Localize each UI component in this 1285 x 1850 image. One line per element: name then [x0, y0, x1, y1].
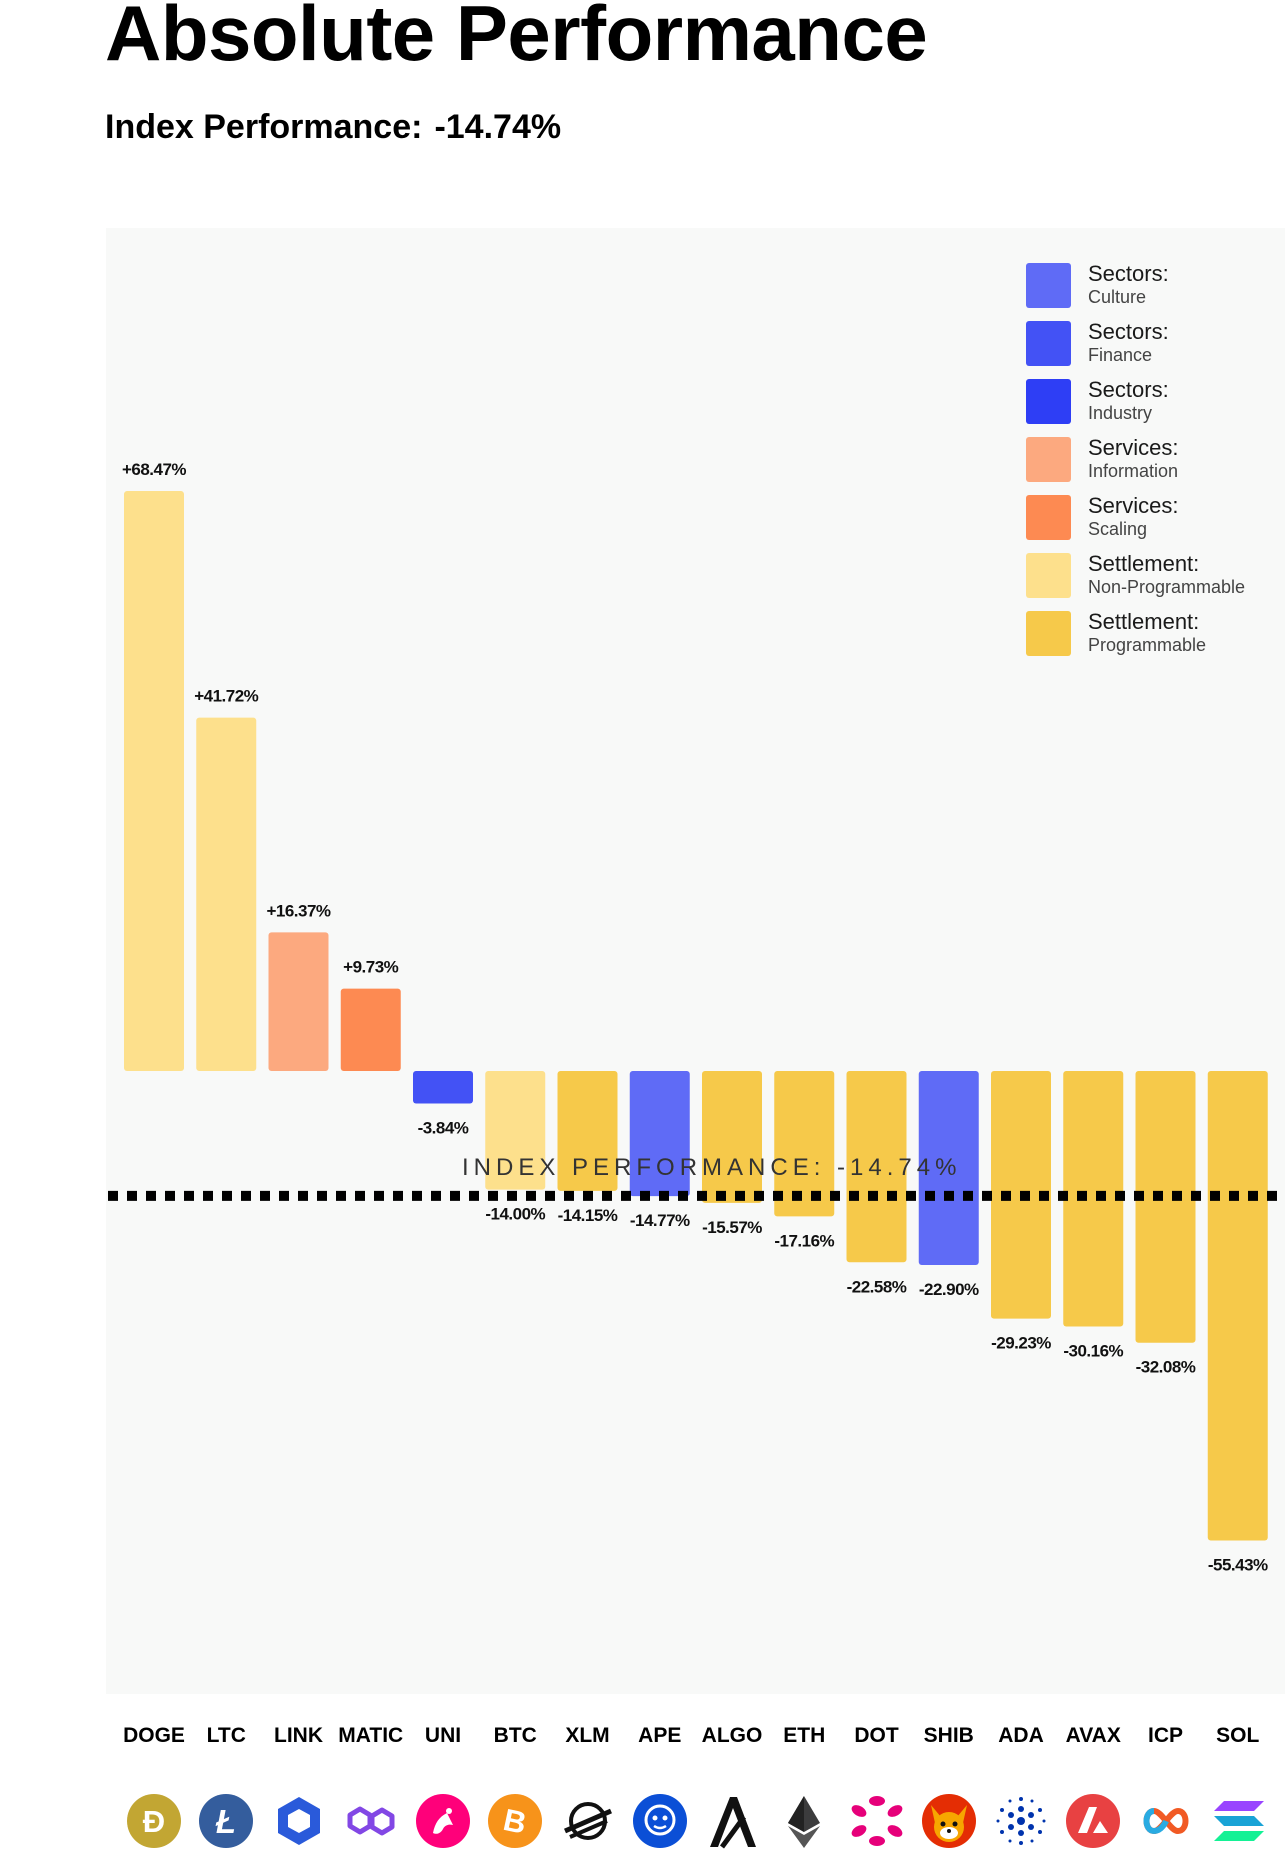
data-label-link: +16.37% [266, 901, 330, 920]
internet-computer-icon [1143, 1807, 1188, 1835]
legend-group-label: Settlement: [1088, 551, 1200, 576]
legend-swatch [1026, 495, 1071, 540]
legend-group-label: Sectors: [1088, 377, 1169, 402]
legend-group-label: Sectors: [1088, 261, 1169, 286]
legend-sub-label: Information [1088, 461, 1179, 481]
x-axis-label-algo: ALGO [701, 1724, 763, 1747]
svg-text:Ł: Ł [215, 1803, 236, 1840]
bar-xlm [557, 1071, 618, 1191]
uniswap-icon [416, 1794, 470, 1848]
bar-avax [1063, 1071, 1124, 1327]
x-axis-label-avax: AVAX [1065, 1724, 1121, 1747]
x-axis-label-dot: DOT [854, 1724, 899, 1747]
data-label-uni: -3.84% [418, 1119, 469, 1138]
bar-ape [629, 1071, 690, 1197]
legend-group-label: Services: [1088, 493, 1179, 518]
index-performance-value: -14.74% [434, 108, 562, 146]
legend-sub-label: Scaling [1088, 519, 1148, 539]
legend-swatch [1026, 321, 1071, 366]
legend-swatch [1026, 263, 1071, 308]
litecoin-icon: Ł [199, 1794, 254, 1848]
doge-icon: Đ [127, 1794, 181, 1848]
x-axis-label-xlm: XLM [565, 1724, 610, 1747]
x-axis-label-icp: ICP [1147, 1724, 1183, 1747]
x-axis-label-matic: MATIC [338, 1724, 404, 1747]
bar-doge [124, 491, 184, 1072]
x-axis-label-link: LINK [274, 1724, 323, 1747]
stellar-icon [563, 1802, 612, 1840]
legend-sub-label: Finance [1088, 345, 1153, 365]
data-label-matic: +9.73% [343, 958, 399, 977]
bar-eth [774, 1071, 835, 1217]
data-label-btc: -14.00% [485, 1205, 545, 1224]
cardano-icon [996, 1797, 1046, 1845]
legend-swatch [1026, 611, 1071, 656]
bar-matic [340, 988, 401, 1071]
svg-text:Đ: Đ [143, 1804, 165, 1839]
data-label-avax: -30.16% [1063, 1341, 1123, 1360]
data-label-algo: -15.57% [702, 1218, 762, 1237]
bar-link [268, 932, 329, 1071]
bar-ltc [196, 717, 257, 1071]
x-axis-label-ape: APE [638, 1724, 682, 1747]
legend-group-label: Sectors: [1088, 319, 1169, 344]
algorand-icon [710, 1797, 756, 1849]
x-axis-label-uni: UNI [424, 1724, 462, 1747]
x-axis-label-doge: DOGE [123, 1724, 185, 1747]
bitcoin-icon: B [488, 1794, 543, 1848]
legend-swatch [1026, 437, 1071, 482]
data-label-ape: -14.77% [630, 1211, 690, 1230]
index-performance-label: Index Performance: [105, 108, 423, 146]
data-label-ltc: +41.72% [194, 687, 258, 706]
chart-title: Absolute Performance [105, 0, 928, 77]
data-label-ada: -29.23% [991, 1334, 1051, 1353]
legend-sub-label: Culture [1088, 287, 1147, 307]
bar-sol [1207, 1071, 1268, 1541]
legend-sub-label: Programmable [1088, 635, 1207, 655]
legend-swatch [1026, 553, 1071, 598]
polygon-icon [347, 1806, 395, 1836]
x-axis-label-ltc: LTC [206, 1724, 246, 1747]
ethereum-icon [788, 1796, 821, 1848]
data-label-dot: -22.58% [847, 1277, 907, 1296]
bar-chart: +68.47% +41.72% +16.37% +9.73% -3.84% -14.00%… [108, 460, 1285, 1574]
legend-sub-label: Non-Programmable [1088, 577, 1246, 597]
data-label-xlm: -14.15% [558, 1206, 618, 1225]
bar-uni [413, 1071, 473, 1104]
data-label-shib: -22.90% [919, 1280, 979, 1299]
x-axis-label-ada: ADA [998, 1724, 1044, 1747]
x-axis-label-btc: BTC [493, 1724, 537, 1747]
bar-shib [918, 1071, 979, 1265]
legend-group-label: Settlement: [1088, 609, 1200, 634]
legend-group-label: Services: [1088, 435, 1179, 460]
x-axis-label-shib: SHIB [923, 1724, 974, 1747]
index-performance-summary: Index Performance: -14.74% [105, 108, 561, 147]
polkadot-icon [851, 1796, 902, 1846]
chainlink-icon [277, 1797, 320, 1845]
x-axis-label-sol: SOL [1216, 1724, 1260, 1747]
bar-icp [1135, 1071, 1196, 1343]
legend-sub-label: Industry [1088, 403, 1153, 423]
bar-algo [702, 1071, 762, 1203]
apecoin-icon [632, 1794, 687, 1848]
bar-btc [485, 1071, 546, 1190]
bar-dot [846, 1071, 907, 1263]
shiba-inu-icon [921, 1794, 976, 1848]
data-label-eth: -17.16% [774, 1231, 834, 1250]
legend-swatch [1026, 379, 1071, 424]
avalanche-icon [1066, 1794, 1121, 1848]
data-label-icp: -32.08% [1136, 1358, 1196, 1377]
data-label-doge: +68.47% [122, 460, 186, 479]
x-axis-label-eth: ETH [783, 1724, 826, 1747]
data-label-sol: -55.43% [1208, 1555, 1268, 1574]
solana-icon [1213, 1801, 1264, 1841]
index-performance-line-label: INDEX PERFORMANCE: -14.74% [462, 1154, 961, 1181]
